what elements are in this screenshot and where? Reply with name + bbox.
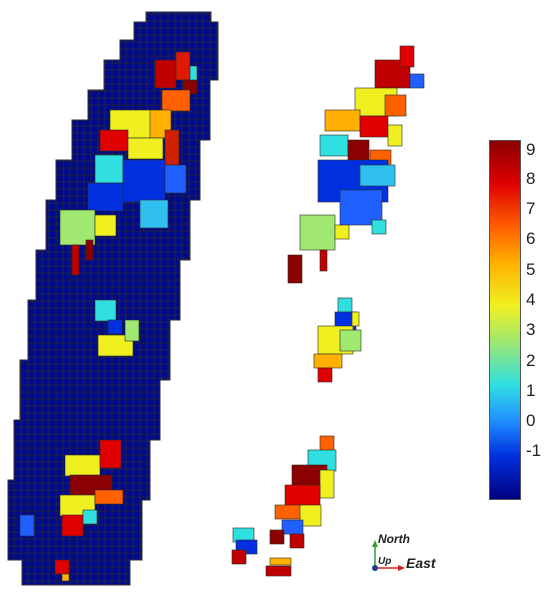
cell <box>287 254 303 284</box>
colorbar-tick: 2 <box>526 351 536 370</box>
cell <box>337 297 353 313</box>
colorbar-tick: 8 <box>526 169 536 188</box>
up-axis-dot <box>372 565 378 571</box>
cell <box>274 504 304 520</box>
cell <box>371 219 387 235</box>
cell <box>61 573 70 582</box>
cell <box>161 89 191 112</box>
cell <box>387 124 403 147</box>
cell <box>99 439 122 469</box>
up-label: Up <box>378 556 392 567</box>
cell <box>319 134 349 157</box>
cell <box>265 565 292 577</box>
cell <box>71 244 80 276</box>
cell <box>94 214 117 237</box>
cell <box>334 224 350 240</box>
cell <box>317 367 333 383</box>
cell <box>64 454 101 477</box>
cell <box>154 59 177 89</box>
cell <box>175 51 191 81</box>
cell <box>94 299 117 322</box>
cell <box>94 154 124 184</box>
cell <box>107 319 123 335</box>
cell <box>347 139 370 162</box>
colorbar-tick: 9 <box>526 140 536 159</box>
east-label: East <box>406 555 436 571</box>
cell <box>189 65 198 81</box>
colorbar-tick: 6 <box>526 229 536 248</box>
cell <box>319 249 328 272</box>
cell <box>61 514 84 537</box>
cell <box>269 557 292 566</box>
cell <box>299 214 336 251</box>
cell <box>319 469 335 499</box>
colorbar-tick: 0 <box>526 411 536 430</box>
cell <box>399 45 415 68</box>
cell <box>351 311 360 327</box>
cell <box>59 209 96 246</box>
cell <box>313 353 343 369</box>
cell <box>289 533 305 549</box>
cell <box>299 504 322 527</box>
colorbar-tick: 1 <box>526 381 536 400</box>
cell <box>324 109 361 132</box>
cell <box>339 189 383 226</box>
colorbar <box>489 140 521 500</box>
colorbar-tick: -1 <box>526 441 542 460</box>
cell <box>85 239 94 261</box>
cell <box>139 199 169 229</box>
cell <box>87 182 124 212</box>
orientation-axes <box>372 540 405 571</box>
right-model-top-cluster <box>287 45 425 284</box>
colorbar-tick: 7 <box>526 199 536 218</box>
cell <box>164 129 180 166</box>
left-model-property-zones <box>19 51 198 582</box>
cell <box>281 519 304 535</box>
cell <box>164 164 187 194</box>
north-label: North <box>378 532 410 546</box>
cell <box>19 514 35 537</box>
cell <box>231 549 247 565</box>
cell <box>94 489 124 505</box>
cell <box>359 115 389 138</box>
cell <box>99 129 129 152</box>
cell <box>122 159 166 203</box>
cell <box>54 559 70 575</box>
cell <box>384 94 407 117</box>
north-arrow-icon <box>372 540 378 547</box>
colorbar-tick: 3 <box>526 320 536 339</box>
cell <box>97 334 134 357</box>
cell <box>82 509 98 525</box>
east-arrow-icon <box>398 565 405 571</box>
cell <box>359 164 396 187</box>
colorbar-tick: 4 <box>526 290 536 309</box>
cell <box>269 529 285 545</box>
cell <box>124 319 140 342</box>
cell <box>409 73 425 89</box>
right-model-lower-cluster <box>231 435 337 577</box>
cell <box>339 329 362 352</box>
cell <box>127 137 164 160</box>
colorbar-tick: 5 <box>526 260 536 279</box>
right-model-middle-cluster <box>313 297 362 383</box>
cell <box>284 484 321 507</box>
